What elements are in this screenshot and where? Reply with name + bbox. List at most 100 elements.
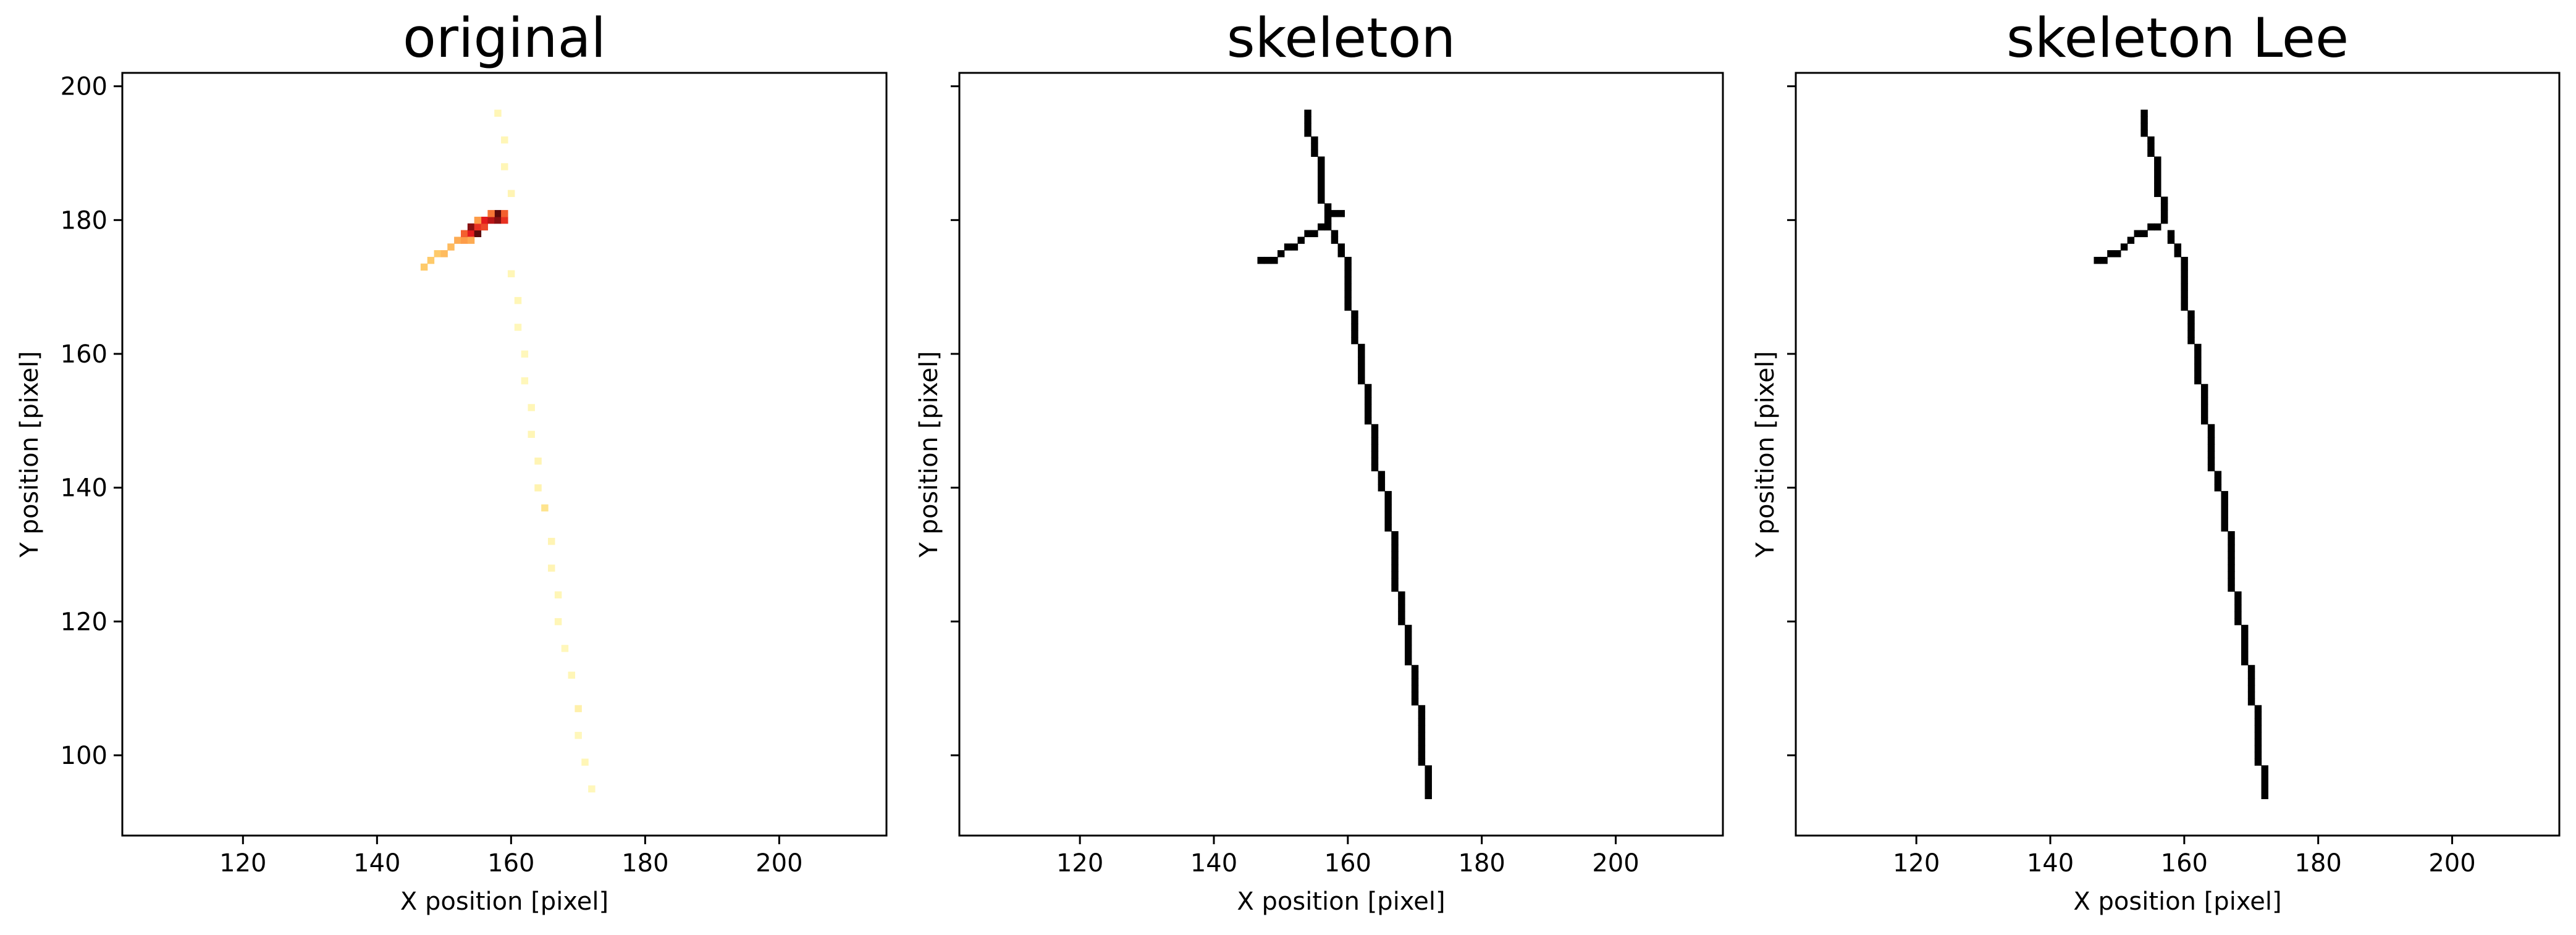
data-pixel (1384, 497, 1392, 505)
data-pixel (2254, 752, 2262, 760)
data-pixel (1311, 143, 1318, 151)
data-pixel (1364, 404, 1372, 411)
data-pixel (2194, 350, 2202, 358)
data-pixel (2200, 397, 2208, 405)
data-pixel (2241, 638, 2249, 645)
subplot-title: skeleton (1227, 6, 1456, 70)
data-pixel (528, 404, 535, 411)
data-pixel (575, 732, 582, 739)
data-pixel (2221, 504, 2228, 512)
data-pixel (1418, 745, 1426, 753)
data-pixel (2187, 330, 2195, 338)
data-pixel (2254, 732, 2262, 739)
data-pixel (2154, 183, 2161, 191)
data-pixel (2241, 645, 2249, 652)
data-pixel (2207, 444, 2215, 451)
data-pixel (1364, 390, 1372, 398)
data-pixel (1378, 484, 1386, 492)
data-pixel (2254, 705, 2262, 713)
data-pixel (2234, 618, 2242, 626)
data-pixel (1344, 283, 1352, 291)
data-pixel (1324, 223, 1332, 231)
data-pixel (528, 430, 535, 438)
data-pixel (2247, 671, 2255, 679)
data-pixel (1351, 330, 1358, 338)
data-pixel (521, 350, 529, 358)
x-axis-label: X position [pixel] (1237, 887, 1445, 916)
data-pixel (2241, 631, 2249, 639)
x-tick-label: 180 (2295, 849, 2342, 878)
data-pixel (481, 216, 488, 224)
data-pixel (1344, 290, 1352, 298)
data-pixel (1405, 658, 1412, 666)
data-pixel (2094, 256, 2101, 264)
data-pixel (1418, 725, 1426, 732)
data-pixel (1371, 430, 1379, 438)
data-pixel (1331, 210, 1339, 217)
x-tick-label: 180 (1458, 849, 1505, 878)
data-pixel (1257, 256, 1265, 264)
plot-frame (121, 72, 888, 837)
data-pixel (2214, 484, 2222, 492)
data-pixel (2154, 156, 2161, 164)
data-pixel (1384, 504, 1392, 512)
data-pixel (2181, 263, 2188, 271)
data-pixel (2207, 451, 2215, 458)
y-tick-label: 100 (61, 742, 107, 770)
data-pixel (1418, 758, 1426, 766)
data-pixel (2254, 711, 2262, 719)
data-pixel (1391, 544, 1399, 552)
data-pixel (554, 591, 562, 599)
data-pixel (1418, 705, 1426, 713)
x-tick-label: 200 (756, 849, 802, 878)
data-pixel (494, 109, 502, 117)
data-pixel (1398, 591, 1405, 599)
data-pixel (2247, 665, 2255, 673)
y-tick-label: 200 (61, 73, 107, 101)
data-pixel (1337, 250, 1345, 258)
data-pixel (1318, 156, 1325, 164)
x-tick-label: 160 (2161, 849, 2208, 878)
data-pixel (2127, 237, 2135, 244)
data-pixel (2187, 337, 2195, 345)
data-pixel (2228, 531, 2235, 539)
data-pixel (2214, 471, 2222, 479)
data-pixel (1311, 149, 1318, 157)
data-pixel (2181, 270, 2188, 278)
data-pixel (2254, 718, 2262, 726)
data-pixel (2147, 143, 2155, 151)
data-pixel (2181, 256, 2188, 264)
data-pixel (1371, 464, 1379, 472)
data-pixel (2160, 196, 2168, 204)
data-pixel (2207, 464, 2215, 472)
data-pixel (2207, 430, 2215, 438)
data-pixel (1324, 203, 1332, 211)
data-pixel (1364, 411, 1372, 418)
data-pixel (1337, 243, 1345, 251)
data-pixel (1384, 491, 1392, 498)
data-pixel (1411, 671, 1419, 679)
x-tick-label: 140 (1190, 849, 1237, 878)
data-pixel (2167, 230, 2175, 238)
data-pixel (548, 537, 555, 545)
data-pixel (1351, 324, 1358, 331)
x-tick-label: 120 (1893, 849, 1940, 878)
data-pixel (2181, 283, 2188, 291)
data-pixel (1384, 518, 1392, 525)
data-pixel (1318, 163, 1325, 170)
data-pixel (1425, 778, 1432, 786)
data-pixel (507, 190, 515, 198)
x-axis-label: X position [pixel] (2073, 887, 2281, 916)
data-pixel (1344, 277, 1352, 284)
data-pixel (2174, 243, 2182, 251)
data-pixel (2207, 424, 2215, 432)
data-pixel (2154, 176, 2161, 184)
x-tick-label: 140 (2027, 849, 2074, 878)
data-pixel (1311, 136, 1318, 144)
data-pixel (2160, 210, 2168, 217)
subplot-3: 120 140 160 180 200 skeleton Lee X position [p… (1751, 6, 2561, 916)
data-pixel (534, 484, 542, 492)
data-pixel (1297, 237, 1305, 244)
data-pixel (1364, 417, 1372, 425)
data-pixel (2147, 136, 2155, 144)
